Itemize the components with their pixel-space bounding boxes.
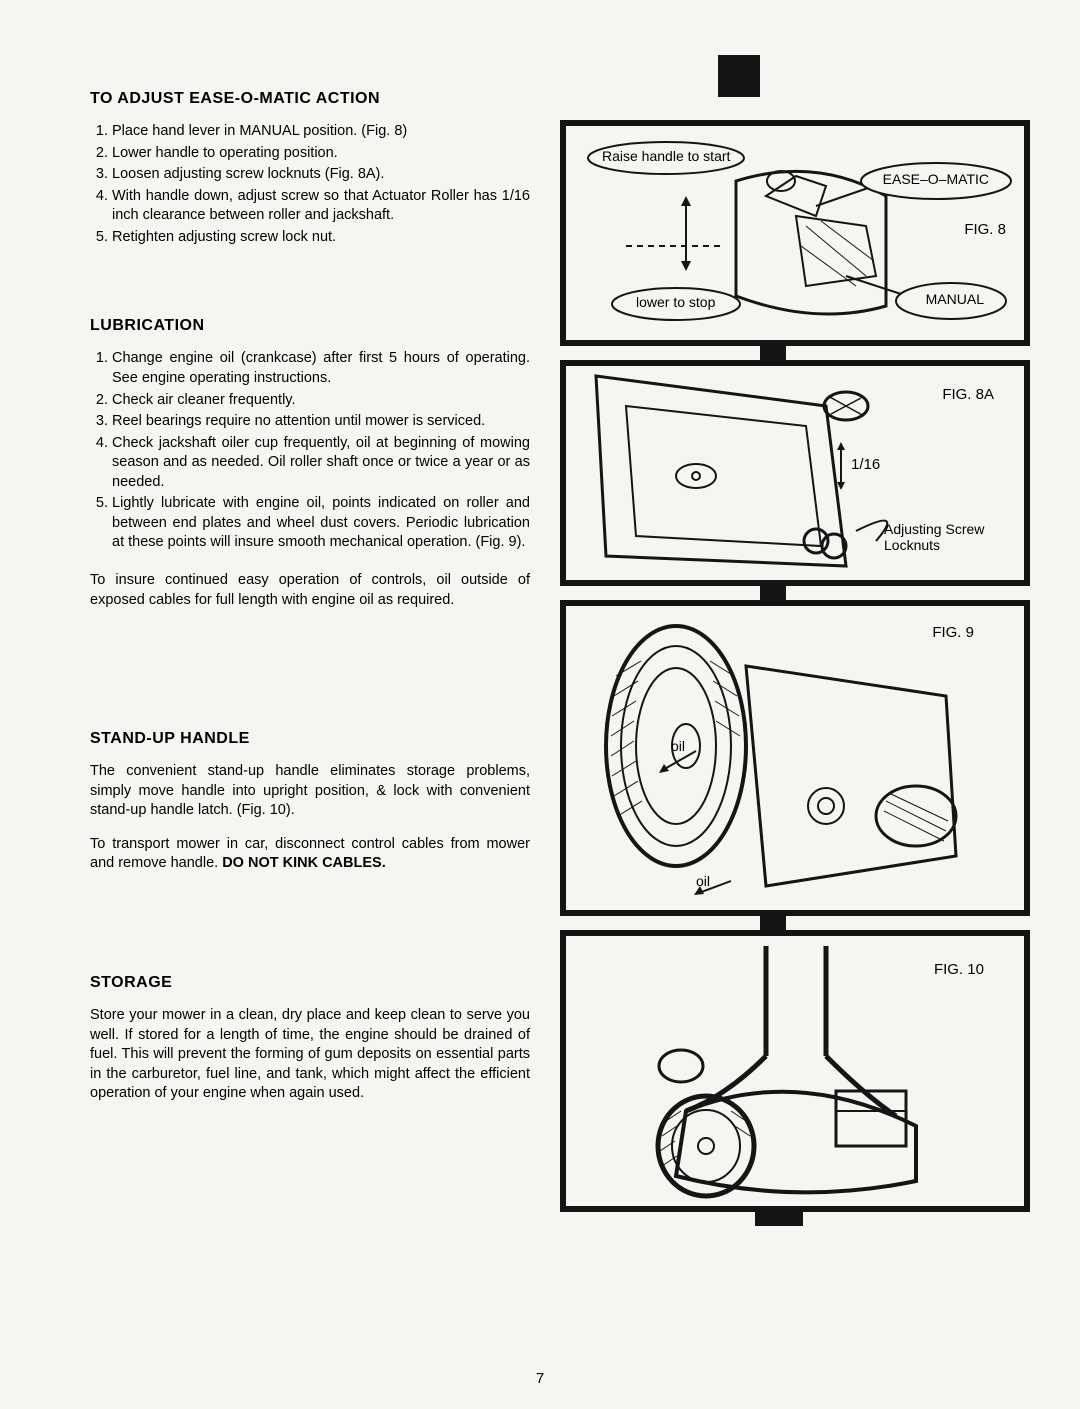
fig8-lower: lower to stop (636, 294, 715, 310)
standup-p2: To transport mower in car, disconnect co… (90, 835, 530, 874)
figure-8: FIG. 8 Raise handle to start lower to st… (560, 120, 1030, 346)
fig8-ease: EASE–O–MATIC (883, 171, 989, 187)
list-item: Lightly lubricate with engine oil, point… (112, 494, 530, 553)
storage-p1: Store your mower in a clean, dry place a… (90, 1006, 530, 1104)
heading-standup: STAND-UP HANDLE (90, 730, 530, 748)
fig8-label: FIG. 8 (964, 221, 1006, 238)
fig9-oil2: oil (696, 873, 710, 889)
section-storage: STORAGE Store your mower in a clean, dry… (90, 974, 530, 1104)
heading-storage: STORAGE (90, 974, 530, 992)
section-adjust: TO ADJUST EASE-O-MATIC ACTION Place hand… (90, 90, 530, 247)
section-standup: STAND-UP HANDLE The convenient stand-up … (90, 730, 530, 874)
fig9-label: FIG. 9 (932, 624, 974, 641)
standup-p1: The convenient stand-up handle eliminate… (90, 762, 530, 821)
lubrication-note: To insure continued easy operation of co… (90, 571, 530, 610)
list-adjust: Place hand lever in MANUAL position. (Fi… (90, 122, 530, 247)
list-item: Retighten adjusting screw lock nut. (112, 228, 530, 248)
standup-warning: DO NOT KINK CABLES. (222, 855, 386, 871)
list-lubrication: Change engine oil (crankcase) after firs… (90, 349, 530, 553)
fig9-oil1: oil (671, 738, 685, 754)
connector-bar (760, 346, 786, 360)
section-lubrication: LUBRICATION Change engine oil (crankcase… (90, 317, 530, 610)
figure-8a: FIG. 8A 1/16 Adjusting Screw Locknuts (560, 360, 1030, 586)
list-item: Reel bearings require no attention until… (112, 412, 530, 432)
figure-column: FIG. 8 Raise handle to start lower to st… (560, 90, 1030, 1226)
list-item: With handle down, adjust screw so that A… (112, 187, 530, 226)
figure-9: FIG. 9 oil oil (560, 600, 1030, 916)
fig8a-clearance: 1/16 (851, 456, 880, 473)
list-item: Lower handle to operating position. (112, 144, 530, 164)
connector-bar (760, 586, 786, 600)
fig8-raise: Raise handle to start (602, 148, 730, 164)
heading-adjust: TO ADJUST EASE-O-MATIC ACTION (90, 90, 530, 108)
fig8-manual: MANUAL (926, 291, 984, 307)
fig8a-label: FIG. 8A (942, 386, 994, 403)
list-item: Change engine oil (crankcase) after firs… (112, 349, 530, 388)
heading-lubrication: LUBRICATION (90, 317, 530, 335)
list-item: Loosen adjusting screw locknuts (Fig. 8A… (112, 165, 530, 185)
two-column-layout: TO ADJUST EASE-O-MATIC ACTION Place hand… (90, 90, 1040, 1226)
manual-page: TO ADJUST EASE-O-MATIC ACTION Place hand… (0, 0, 1080, 1409)
text-column: TO ADJUST EASE-O-MATIC ACTION Place hand… (90, 90, 530, 1226)
page-number: 7 (536, 1370, 544, 1387)
list-item: Check air cleaner frequently. (112, 391, 530, 411)
fig9-svg (566, 606, 1024, 910)
fig10-label: FIG. 10 (934, 961, 984, 978)
list-item: Place hand lever in MANUAL position. (Fi… (112, 122, 530, 142)
connector-bar (760, 916, 786, 930)
scan-artifact-bottom (755, 1212, 803, 1226)
figure-10: FIG. 10 (560, 930, 1030, 1212)
list-item: Check jackshaft oiler cup frequently, oi… (112, 434, 530, 493)
fig8a-screw: Adjusting Screw Locknuts (884, 521, 1004, 553)
